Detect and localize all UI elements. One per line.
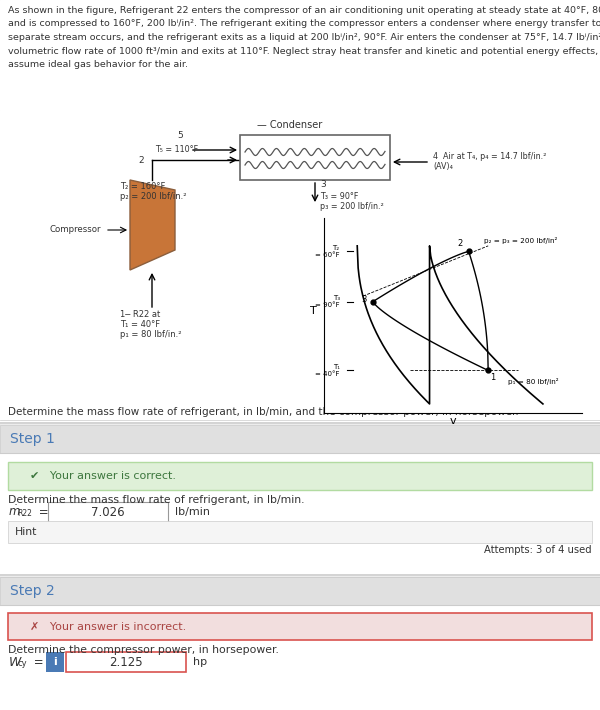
Text: ✗   Your answer is incorrect.: ✗ Your answer is incorrect. — [30, 622, 186, 632]
Text: separate stream occurs, and the refrigerant exits as a liquid at 200 lbⁱ/in², 90: separate stream occurs, and the refriger… — [8, 33, 600, 42]
Bar — [8, 462, 592, 490]
Text: p₁ = 80 lbf/in²: p₁ = 80 lbf/in² — [508, 378, 559, 385]
Bar — [0, 425, 600, 453]
Bar — [0, 577, 600, 605]
Text: T₅ = 110°F: T₅ = 110°F — [155, 146, 198, 155]
Text: 1: 1 — [490, 373, 496, 382]
Text: p₂ = p₃ = 200 lbf/in²: p₂ = p₃ = 200 lbf/in² — [484, 237, 557, 244]
Text: ✔   Your answer is correct.: ✔ Your answer is correct. — [30, 471, 176, 481]
Text: and is compressed to 160°F, 200 lbⁱ/in². The refrigerant exiting the compressor : and is compressed to 160°F, 200 lbⁱ/in².… — [8, 19, 600, 28]
Bar — [0, 110, 600, 420]
Polygon shape — [130, 180, 175, 270]
Text: 7.026: 7.026 — [91, 506, 125, 518]
Text: Step 1: Step 1 — [10, 432, 55, 446]
Text: Hint: Hint — [15, 527, 37, 537]
Text: T₁ = 40°F: T₁ = 40°F — [120, 320, 160, 329]
Text: Determine the compressor power, in horsepower.: Determine the compressor power, in horse… — [8, 645, 279, 655]
Text: lb/min: lb/min — [175, 507, 210, 517]
Bar — [0, 453, 600, 575]
Bar — [66, 652, 186, 672]
Text: p₂ = 200 lbf/in.²: p₂ = 200 lbf/in.² — [120, 192, 187, 201]
Bar — [46, 652, 64, 672]
Text: As shown in the figure, Refrigerant 22 enters the compressor of an air condition: As shown in the figure, Refrigerant 22 e… — [8, 6, 600, 15]
Text: p₃ = 200 lbf/in.²: p₃ = 200 lbf/in.² — [320, 202, 384, 211]
Text: T₂ = 160°F: T₂ = 160°F — [120, 182, 166, 191]
Text: Determine the mass flow rate of refrigerant, in lb/min, and the compressor power: Determine the mass flow rate of refriger… — [8, 407, 519, 417]
Text: 3: 3 — [320, 180, 326, 189]
Text: — Condenser: — Condenser — [257, 120, 323, 130]
Text: p₁ = 80 lbf/in.²: p₁ = 80 lbf/in.² — [120, 330, 182, 339]
Bar — [8, 613, 592, 640]
Bar — [8, 521, 592, 543]
Text: Compressor: Compressor — [50, 226, 101, 234]
Text: T₂
= 60°F: T₂ = 60°F — [315, 245, 340, 258]
Text: volumetric flow rate of 1000 ft³/min and exits at 110°F. Neglect stray heat tran: volumetric flow rate of 1000 ft³/min and… — [8, 46, 600, 55]
Text: assume ideal gas behavior for the air.: assume ideal gas behavior for the air. — [8, 60, 188, 69]
Bar — [0, 605, 600, 710]
Text: cy: cy — [18, 658, 28, 667]
Text: =: = — [30, 655, 44, 669]
Text: R22: R22 — [17, 508, 32, 518]
Text: =: = — [35, 506, 49, 518]
Text: 2: 2 — [458, 239, 463, 248]
Text: 1─ R22 at: 1─ R22 at — [120, 310, 160, 319]
Text: 4  Air at T₄, p₄ = 14.7 lbf/in.²: 4 Air at T₄, p₄ = 14.7 lbf/in.² — [433, 152, 547, 161]
Bar — [0, 0, 600, 110]
Text: $\dot{m}$: $\dot{m}$ — [8, 505, 20, 519]
Y-axis label: T: T — [310, 305, 316, 315]
Text: (AV)₄: (AV)₄ — [433, 162, 453, 171]
Text: $\dot{W}$: $\dot{W}$ — [8, 654, 23, 670]
Text: T₁
= 40°F: T₁ = 40°F — [315, 364, 340, 377]
Text: hp: hp — [193, 657, 207, 667]
Text: Determine the mass flow rate of refrigerant, in lb/min.: Determine the mass flow rate of refriger… — [8, 495, 305, 505]
Text: 3: 3 — [362, 295, 367, 304]
Bar — [0, 406, 600, 423]
Text: 2.125: 2.125 — [109, 655, 143, 669]
Bar — [48, 502, 168, 522]
Text: 5: 5 — [177, 131, 183, 140]
Text: T₃ = 90°F: T₃ = 90°F — [320, 192, 358, 201]
Text: Attempts: 3 of 4 used: Attempts: 3 of 4 used — [484, 545, 592, 555]
Text: T₃
= 90°F: T₃ = 90°F — [315, 295, 340, 308]
Bar — [240, 135, 390, 180]
Text: 2: 2 — [138, 156, 143, 165]
X-axis label: v: v — [449, 416, 457, 426]
Text: i: i — [53, 657, 57, 667]
Text: Step 2: Step 2 — [10, 584, 55, 598]
